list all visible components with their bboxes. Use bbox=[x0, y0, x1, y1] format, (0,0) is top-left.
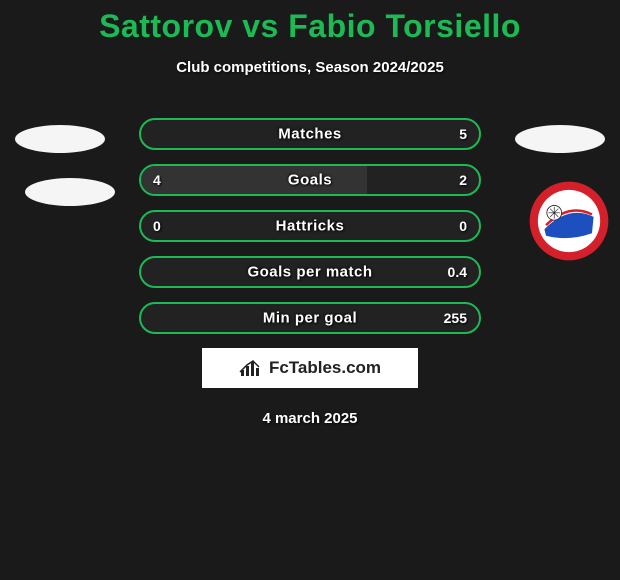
stat-label: Goals bbox=[141, 172, 479, 189]
player1-name: Sattorov bbox=[99, 8, 233, 44]
stat-right-value: 0.4 bbox=[448, 264, 467, 280]
stat-row-goals: 4 Goals 2 bbox=[139, 164, 481, 196]
player1-badge-top bbox=[15, 125, 105, 153]
stat-label: Hattricks bbox=[141, 218, 479, 235]
player1-badge-bottom bbox=[25, 178, 115, 206]
branding-text: FcTables.com bbox=[269, 358, 381, 378]
stat-right-value: 2 bbox=[459, 172, 467, 188]
vs-text: vs bbox=[242, 8, 279, 44]
stat-right-value: 0 bbox=[459, 218, 467, 234]
stat-row-min-per-goal: Min per goal 255 bbox=[139, 302, 481, 334]
stats-container: Matches 5 4 Goals 2 0 Hattricks 0 Goals … bbox=[0, 118, 620, 334]
stat-right-value: 5 bbox=[459, 126, 467, 142]
branding-box: FcTables.com bbox=[202, 348, 418, 388]
stat-label: Min per goal bbox=[141, 310, 479, 327]
subtitle: Club competitions, Season 2024/2025 bbox=[0, 59, 620, 76]
club-logo bbox=[528, 180, 610, 262]
bar-chart-icon bbox=[239, 358, 265, 378]
stat-row-hattricks: 0 Hattricks 0 bbox=[139, 210, 481, 242]
player2-badge-top bbox=[515, 125, 605, 153]
stat-right-value: 255 bbox=[444, 310, 467, 326]
stat-label: Matches bbox=[141, 126, 479, 143]
stat-label: Goals per match bbox=[141, 264, 479, 281]
date-text: 4 march 2025 bbox=[0, 410, 620, 427]
comparison-title: Sattorov vs Fabio Torsiello bbox=[0, 0, 620, 45]
stat-row-goals-per-match: Goals per match 0.4 bbox=[139, 256, 481, 288]
player2-name: Fabio Torsiello bbox=[288, 8, 521, 44]
stat-row-matches: Matches 5 bbox=[139, 118, 481, 150]
